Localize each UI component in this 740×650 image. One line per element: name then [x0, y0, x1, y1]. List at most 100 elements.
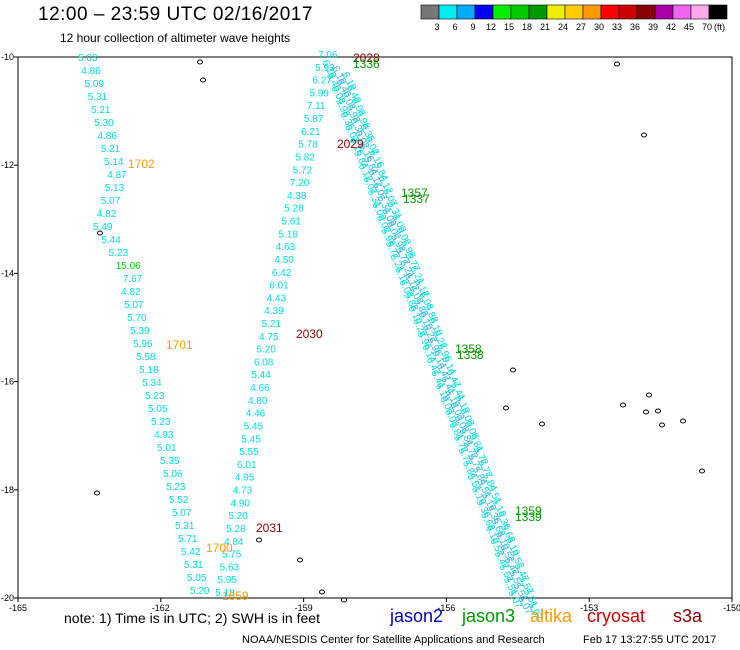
track-b-swh-label: 5.28: [226, 524, 246, 535]
colorbar-label: 27: [576, 22, 586, 32]
colorbar-swatch: [636, 4, 656, 20]
track-a-swh-label: 5.44: [101, 235, 121, 246]
pass-time-label: 1700: [206, 541, 233, 555]
track-b-swh-label: 5.75: [222, 550, 242, 561]
pass-time-label: 1358: [455, 342, 482, 356]
island-outline: [503, 405, 509, 411]
track-b-swh-label: 5.21: [262, 319, 282, 330]
track-b-swh-label: 5.87: [304, 114, 324, 125]
pass-time-label: 1357: [401, 186, 428, 200]
track-b-swh-label: 4.63: [276, 242, 296, 253]
track-a-swh-label: 5.31: [175, 521, 195, 532]
colorbar-swatch: [654, 4, 674, 20]
page-title: 12:00 – 23:59 UTC 02/16/2017: [38, 4, 313, 25]
colorbar-swatch: [600, 4, 620, 20]
track-a-swh-label: 5.30: [94, 118, 114, 129]
island-outline: [646, 392, 652, 398]
track-a-swh-label: 5.01: [157, 443, 177, 454]
track-b-swh-label: 4.80: [248, 396, 268, 407]
island-outline: [620, 402, 626, 408]
footnote: note: 1) Time is in UTC; 2) SWH is in fe…: [64, 610, 320, 626]
island-outline: [200, 77, 206, 83]
track-a-swh-label: 5.96: [133, 339, 153, 350]
island-outline: [539, 421, 545, 427]
track-b-swh-label: 4.66: [250, 383, 270, 394]
colorbar-label: 33: [612, 22, 622, 32]
colorbar-unit: (ft): [714, 22, 725, 32]
track-b-swh-label: 5.95: [217, 575, 237, 586]
track-b-swh-label: 6.08: [254, 357, 274, 368]
lat-tick-label: -14: [1, 268, 14, 278]
credit-line: NOAA/NESDIS Center for Satellite Applica…: [242, 634, 545, 646]
track-a-swh-label: 5.07: [101, 196, 121, 207]
track-a-swh-label: 5.39: [130, 326, 150, 337]
colorbar-label: 39: [648, 22, 658, 32]
island-outline: [341, 597, 347, 603]
track-b-swh-label: 4.39: [264, 306, 284, 317]
track-a-swh-label: 5.49: [93, 222, 113, 233]
track-b-swh-label: 5.72: [293, 165, 313, 176]
legend-altika: altika: [530, 606, 573, 626]
pass-time-label: 2029: [337, 137, 364, 151]
generated-timestamp: Feb 17 13:27:55 UTC 2017: [583, 634, 717, 646]
track-b-swh-label: 5.28: [284, 204, 304, 215]
track-b-swh-label: 5.44: [251, 370, 271, 381]
colorbar-label: 45: [684, 22, 694, 32]
pass-time-label: 2030: [296, 327, 323, 341]
lat-tick-label: -16: [1, 377, 14, 387]
track-b-swh-label: 6.42: [272, 268, 292, 279]
island-outline: [699, 468, 705, 474]
track-a-swh-label: 5.42: [181, 547, 201, 558]
track-a-swh-label: 5.09: [85, 79, 105, 90]
island-outline: [94, 490, 100, 496]
colorbar-swatch: [564, 4, 584, 20]
track-b-swh-label: 4.50: [274, 255, 294, 266]
track-b-swh-label: 5.63: [220, 562, 240, 573]
track-a-swh-label: 5.05: [187, 573, 207, 584]
colorbar-label: 30: [594, 22, 604, 32]
colorbar-swatch: [618, 4, 638, 20]
track-b-swh-label: 6.21: [301, 127, 321, 138]
track-a-swh-label: 5.31: [88, 92, 108, 103]
track-b-swh-label: 7.20: [290, 178, 310, 189]
track-a-swh-label: 5.52: [169, 495, 189, 506]
colorbar-swatch: [510, 4, 530, 20]
legend-jason2: jason2: [390, 606, 444, 626]
track-b-swh-label: 5.45: [244, 421, 264, 432]
island-outline: [655, 408, 661, 414]
track-b-swh-label: 4.90: [231, 498, 251, 509]
track-b-swh-label: 5.61: [281, 217, 301, 228]
track-b-swh-label: 4.84: [224, 537, 244, 548]
track-a-swh-label: 5.18: [139, 365, 159, 376]
island-outline: [659, 422, 665, 428]
track-a-swh-label: 4.86: [81, 66, 101, 77]
track-b-swh-label: 4.43: [267, 293, 287, 304]
island-outline: [319, 589, 325, 595]
colorbar-label: 3: [434, 22, 439, 32]
track-a-swh-label: 5.34: [142, 378, 162, 389]
lat-tick-label: -10: [1, 52, 14, 62]
colorbar-label: 36: [630, 22, 640, 32]
island-outline: [297, 557, 303, 563]
track-a-swh-label: 15.06: [116, 261, 141, 272]
track-a-swh-label: 5.21: [91, 105, 111, 116]
island-outline: [197, 59, 203, 65]
colorbar-label: 70: [702, 22, 712, 32]
track-b-swh-label: 5.99: [310, 88, 330, 99]
colorbar-label: 6: [452, 22, 457, 32]
pass-time-label: 1702: [128, 157, 155, 171]
track-a-swh-label: 5.03: [78, 53, 98, 64]
island-outline: [614, 61, 620, 67]
track-a-swh-label: 5.70: [127, 313, 147, 324]
legend-jason3: jason3: [462, 606, 516, 626]
pass-time-label: 1336: [353, 57, 380, 71]
colorbar-swatch: [582, 4, 602, 20]
colorbar-swatch: [456, 4, 476, 20]
track-b-swh-label: 4.46: [246, 409, 266, 420]
island-outline: [643, 409, 649, 415]
track-a-swh-label: 5.14: [104, 157, 124, 168]
lon-tick-label: -165: [9, 603, 27, 613]
track-b-swh-label: 4.95: [235, 473, 255, 484]
legend-cryosat: cryosat: [587, 606, 646, 626]
colorbar-swatch: [420, 4, 440, 20]
